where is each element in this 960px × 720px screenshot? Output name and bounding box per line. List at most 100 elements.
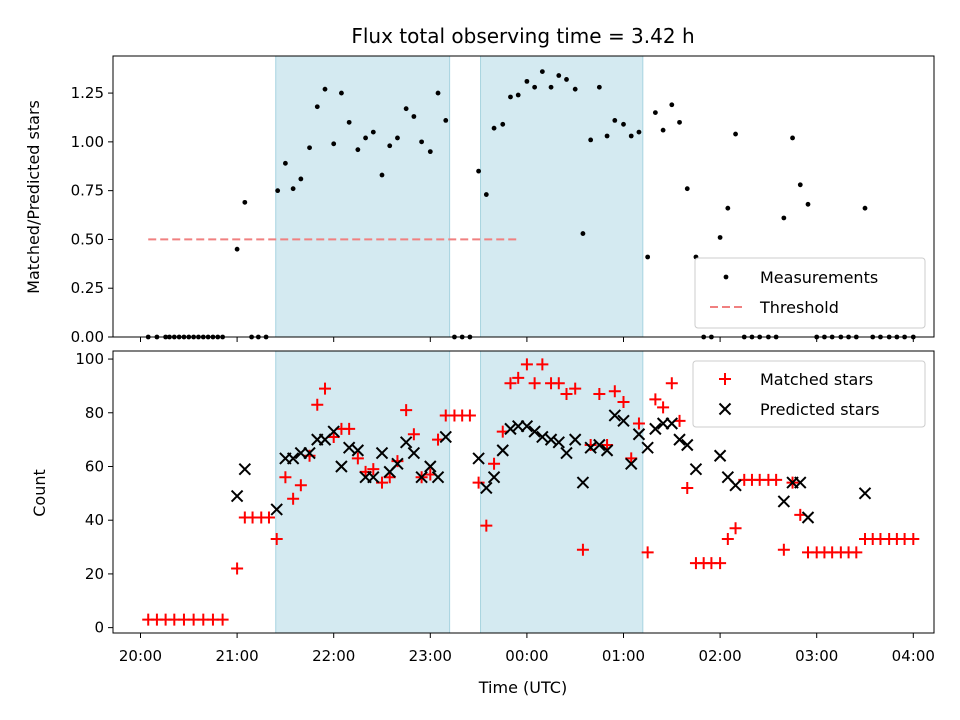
predicted-star-point-20	[415, 471, 428, 484]
measurement-point-64	[628, 133, 634, 139]
predicted-star-point-22	[431, 471, 445, 484]
top-observing-window-0	[275, 55, 451, 338]
bottom-observing-window-1	[480, 350, 644, 634]
top-y-tick-label-2: 0.50	[71, 230, 104, 248]
measurement-point-61	[604, 133, 610, 139]
measurement-point-86	[805, 201, 811, 207]
predicted-star-point-37	[576, 476, 590, 489]
measurement-point-20	[275, 188, 281, 194]
measurement-point-31	[363, 135, 368, 141]
bottom-y-tick-label-5: 100	[75, 350, 104, 368]
x-tick-label-1: 21:00	[215, 647, 258, 665]
matched-star-point-54	[593, 387, 606, 400]
predicted-star-point-41	[608, 409, 622, 422]
matched-star-point-8	[216, 613, 229, 626]
measurement-point-62	[612, 117, 618, 123]
matched-star-point-86	[850, 546, 863, 559]
x-tick-label-5: 01:00	[602, 647, 645, 665]
measurement-point-26	[322, 86, 328, 92]
predicted-star-point-1	[238, 462, 252, 476]
matched-star-point-52	[576, 543, 589, 556]
matched-star-point-24	[351, 452, 364, 465]
measurement-point-69	[669, 102, 675, 108]
x-tick-label-8: 04:00	[892, 647, 935, 665]
top-y-tick-label-1: 0.25	[71, 279, 104, 297]
matched-star-point-15	[279, 471, 292, 484]
predicted-star-point-0	[230, 489, 244, 503]
measurement-point-41	[443, 117, 449, 123]
legend-predicted-marker	[718, 402, 732, 416]
x-tick-label-0: 20:00	[119, 647, 162, 665]
predicted-star-point-18	[399, 436, 413, 449]
predicted-star-point-49	[673, 433, 686, 446]
measurement-point-37	[411, 114, 417, 119]
measurement-point-68	[660, 127, 666, 133]
predicted-star-point-15	[375, 446, 389, 460]
predicted-star-point-45	[641, 441, 654, 454]
bottom-plot-frame	[112, 350, 935, 634]
predicted-star-point-12	[351, 444, 365, 457]
measurement-point-77	[733, 131, 738, 137]
legend-measurements-label: Measurements	[760, 268, 878, 287]
matched-star-point-60	[641, 546, 654, 559]
predicted-star-point-28	[504, 422, 517, 436]
matched-star-point-62	[657, 401, 670, 414]
predicted-star-point-42	[617, 414, 630, 428]
top-y-axis-label: Matched/Predicted stars	[24, 100, 43, 294]
predicted-star-point-26	[487, 471, 501, 484]
predicted-star-point-6	[303, 446, 316, 460]
matched-star-point-45	[520, 358, 533, 371]
measurement-point-40	[435, 90, 441, 96]
bottom-y-tick-label-3: 60	[85, 457, 104, 475]
predicted-star-point-48	[665, 417, 679, 430]
measurement-point-71	[684, 186, 690, 192]
bottom-observing-window-0	[275, 350, 451, 634]
matched-star-point-30	[400, 404, 413, 417]
measurement-point-59	[588, 137, 594, 143]
measurement-point-33	[379, 172, 385, 178]
top-legend: Measurements Threshold	[694, 257, 926, 329]
measurement-point-65	[636, 129, 642, 135]
measurement-point-46	[483, 192, 489, 197]
matched-star-point-47	[536, 358, 549, 371]
legend-matched-label: Matched stars	[760, 370, 873, 389]
measurement-point-22	[290, 186, 296, 192]
bottom-legend-box	[692, 360, 926, 428]
measurement-point-76	[725, 205, 731, 211]
measurement-point-38	[419, 139, 425, 145]
predicted-star-point-27	[496, 444, 509, 457]
predicted-star-point-17	[391, 457, 404, 471]
bottom-y-axis-label: Count	[30, 469, 49, 517]
measurement-point-36	[403, 106, 409, 112]
predicted-star-point-34	[552, 436, 565, 449]
measurement-point-39	[427, 149, 433, 155]
measurement-point-32	[370, 129, 376, 135]
matched-star-point-71	[729, 522, 742, 535]
measurement-point-50	[515, 92, 521, 98]
matched-star-point-93	[907, 533, 920, 545]
legend-threshold-label: Threshold	[759, 298, 839, 317]
predicted-star-point-40	[600, 444, 614, 457]
matched-star-point-69	[714, 557, 727, 570]
top-y-tick-label-0: 0.00	[71, 328, 104, 346]
measurement-point-48	[500, 121, 506, 127]
measurement-point-57	[572, 86, 578, 92]
measurement-point-27	[331, 141, 337, 147]
matched-star-point-70	[721, 533, 734, 545]
x-tick-label-4: 00:00	[505, 647, 548, 665]
matched-star-point-31	[407, 428, 420, 441]
predicted-star-point-43	[625, 457, 638, 471]
predicted-star-point-31	[528, 425, 541, 438]
chart-title: Flux total observing time = 3.42 h	[351, 24, 694, 48]
measurement-point-30	[355, 147, 361, 153]
matched-star-point-19	[311, 398, 324, 411]
matched-star-point-56	[608, 385, 621, 398]
predicted-star-point-23	[439, 430, 452, 444]
measurement-point-93	[862, 205, 868, 211]
measurement-point-70	[677, 119, 682, 125]
predicted-star-point-57	[794, 476, 807, 489]
legend-measurements-marker	[723, 274, 729, 280]
matched-star-point-51	[569, 382, 582, 395]
bottom-y-tick-label-1: 20	[85, 565, 104, 583]
